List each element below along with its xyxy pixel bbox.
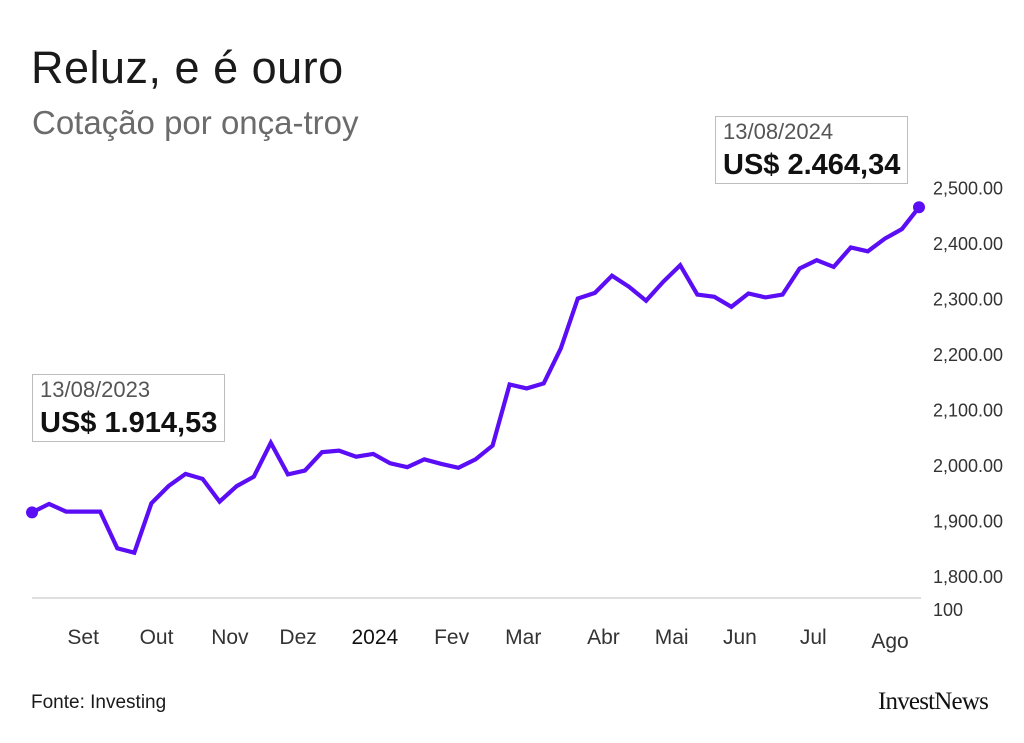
x-tick-label: Dez	[279, 626, 316, 649]
y-tick-label: 2,100.00	[933, 401, 1003, 421]
start-value-annotation: 13/08/2023 US$ 1.914,53	[32, 374, 226, 442]
end-value-annotation: 13/08/2024 US$ 2.464,34	[715, 116, 909, 184]
gold-price-line	[29, 205, 922, 556]
end-price-label: US$ 2.464,34	[723, 149, 901, 181]
brand-logo: InvestNews	[878, 688, 989, 715]
x-tick-label: Set	[67, 626, 99, 649]
x-tick-label: Out	[140, 626, 174, 649]
x-tick-label: Abr	[587, 626, 620, 649]
y-tick-label: 2,000.00	[933, 456, 1003, 476]
end-point-marker	[913, 201, 925, 214]
y-tick-label: 2,300.00	[933, 290, 1003, 310]
chart-subtitle: Cotação por onça-troy	[32, 104, 359, 141]
chart-title: Reluz, e é ouro	[31, 42, 344, 93]
start-price-label: US$ 1.914,53	[40, 407, 218, 439]
end-date-label: 13/08/2024	[723, 119, 834, 144]
x-tick-label: Mar	[505, 626, 541, 649]
start-date-label: 13/08/2023	[40, 377, 151, 402]
x-tick-year-label: 2024	[352, 626, 399, 649]
x-tick-label: Nov	[211, 626, 249, 649]
y-tick-label: 2,200.00	[933, 345, 1003, 365]
y-tick-label: 2,400.00	[933, 234, 1003, 254]
x-tick-label: Jul	[800, 626, 827, 649]
start-point-marker	[26, 506, 38, 519]
x-tick-label: Mai	[655, 626, 689, 649]
x-tick-label: Fev	[434, 626, 470, 649]
x-tick-label: Jun	[723, 626, 757, 649]
y-tick-label: 1,800.00	[933, 567, 1003, 587]
y-tick-label: 2,500.00	[933, 179, 1003, 199]
y-tick-label: 1,900.00	[933, 512, 1003, 532]
x-tick-label: Ago	[871, 630, 908, 653]
source-note: Fonte: Investing	[31, 692, 167, 713]
y-axis-bottom-label: 100	[933, 600, 963, 620]
